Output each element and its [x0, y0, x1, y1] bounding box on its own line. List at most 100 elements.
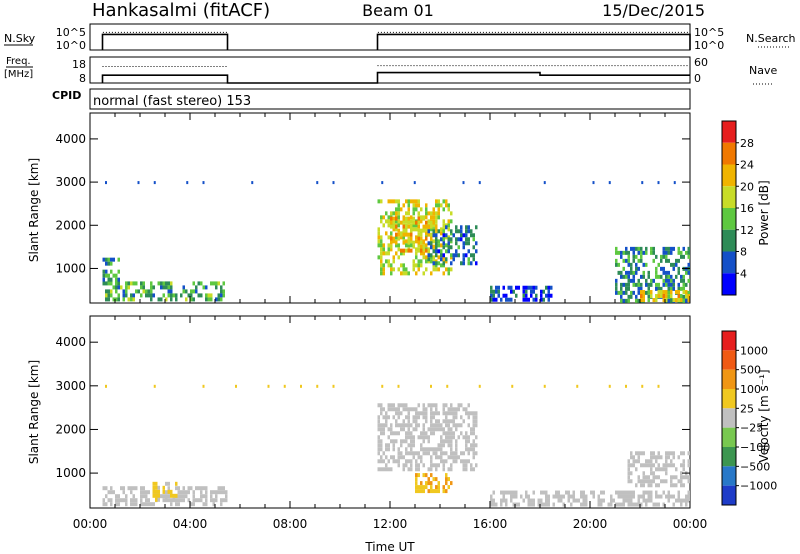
scatter-cell-2: [380, 423, 383, 428]
scatter-cell-0: [115, 494, 118, 499]
scatter-cell-0: [165, 297, 168, 302]
scatter-cell-4: [510, 494, 513, 499]
scatter-cell-2: [447, 419, 450, 424]
scatter-cell-0: [177, 486, 180, 491]
scatter-cell-6: [677, 266, 680, 271]
scatter-cell-4: [540, 498, 543, 503]
scatter-cell-6: [657, 286, 660, 291]
scatter-cell-0: [175, 293, 178, 298]
scatter-cell-1: [167, 481, 170, 486]
scatter-cell-0: [165, 490, 168, 495]
scatter-cell-4: [667, 498, 670, 503]
range-dot: [511, 384, 514, 388]
scatter-cell-5: [492, 297, 495, 302]
scatter-cell-4: [632, 494, 635, 499]
scatter-cell-2: [402, 267, 405, 272]
scatter-cell-3: [407, 248, 410, 253]
range-dot: [153, 181, 156, 185]
colorbar-tick-label: 500: [740, 364, 761, 377]
scatter-cell-0: [105, 281, 108, 286]
scatter-cell-2: [395, 411, 398, 416]
scatter-cell-0: [105, 486, 108, 491]
scatter-cell-5: [650, 479, 653, 484]
scatter-cell-6: [640, 258, 643, 263]
scatter-cell-0: [112, 490, 115, 495]
scatter-cell-2: [402, 467, 405, 472]
scatter-cell-5: [652, 479, 655, 484]
scatter-cell-5: [650, 471, 653, 476]
scatter-cell-0: [182, 494, 185, 499]
colorbar-swatch: [722, 273, 736, 295]
scatter-cell-0: [145, 490, 148, 495]
scatter-cell-6: [667, 270, 670, 275]
scatter-cell-2: [442, 223, 445, 228]
scatter-cell-0: [210, 498, 213, 503]
scatter-cell-2: [475, 443, 478, 448]
scatter-cell-6: [655, 282, 658, 287]
scatter-cell-2: [397, 203, 400, 208]
scatter-cell-2: [422, 403, 425, 408]
colorbar-tick-label: −100: [740, 441, 770, 454]
scatter-cell-0: [115, 285, 118, 290]
scatter-cell-2: [472, 423, 475, 428]
scatter-cell-2: [450, 467, 453, 472]
scatter-cell-2: [425, 207, 428, 212]
scatter-cell-2: [387, 435, 390, 440]
scatter-cell-4: [610, 494, 613, 499]
scatter-cell-1: [162, 489, 165, 494]
scatter-cell-2: [450, 443, 453, 448]
scatter-cell-2: [392, 227, 395, 232]
scatter-cell-2: [432, 411, 435, 416]
station-title: Hankasalmi (fitACF): [92, 0, 270, 21]
colorbar-swatch: [722, 331, 736, 351]
scatter-cell-2: [400, 251, 403, 256]
scatter-cell-2: [472, 447, 475, 452]
scatter-cell-5: [522, 289, 525, 294]
scatter-cell-4: [567, 490, 570, 495]
scatter-cell-0: [140, 293, 143, 298]
scatter-cell-3: [392, 236, 395, 241]
scatter-cell-7: [655, 294, 658, 299]
scatter-cell-0: [222, 289, 225, 294]
noise-ytick-left-top: 10^5: [56, 26, 86, 39]
scatter-cell-2: [427, 427, 430, 432]
scatter-cell-2: [377, 243, 380, 248]
scatter-cell-5: [640, 483, 643, 488]
scatter-cell-6: [685, 282, 688, 287]
scatter-cell-2: [380, 251, 383, 256]
scatter-cell-5: [510, 285, 513, 290]
scatter-cell-5: [490, 293, 493, 298]
scatter-cell-7: [685, 294, 688, 299]
scatter-cell-4: [517, 502, 520, 507]
scatter-cell-2: [380, 427, 383, 432]
scatter-cell-0: [110, 498, 113, 503]
scatter-cell-4: [670, 494, 673, 499]
scatter-cell-2: [405, 463, 408, 468]
scatter-cell-1: [115, 273, 118, 278]
scatter-cell-2: [470, 427, 473, 432]
colorbar-tick-label: 8: [740, 246, 747, 259]
scatter-cell-4: [445, 249, 448, 254]
scatter-cell-2: [437, 203, 440, 208]
scatter-cell-4: [582, 490, 585, 495]
scatter-cell-2: [440, 203, 443, 208]
scatter-cell-4: [557, 498, 560, 503]
scatter-cell-4: [435, 253, 438, 258]
scatter-cell-2: [412, 435, 415, 440]
scatter-cell-3: [392, 220, 395, 225]
noise-ytick-right-bottom: 10^0: [694, 39, 724, 52]
scatter-cell-4: [635, 502, 638, 507]
scatter-cell-2: [422, 439, 425, 444]
scatter-cell-6: [637, 282, 640, 287]
scatter-cell-0: [190, 289, 193, 294]
scatter-cell-4: [677, 494, 680, 499]
scatter-cell-2: [425, 451, 428, 456]
scatter-cell-0: [145, 293, 148, 298]
scatter-cell-2: [410, 443, 413, 448]
scatter-cell-2: [442, 459, 445, 464]
scatter-cell-0: [167, 486, 170, 491]
scatter-cell-2: [472, 419, 475, 424]
scatter-cell-2: [392, 267, 395, 272]
scatter-cell-6: [637, 246, 640, 251]
scatter-cell-7: [677, 294, 680, 299]
